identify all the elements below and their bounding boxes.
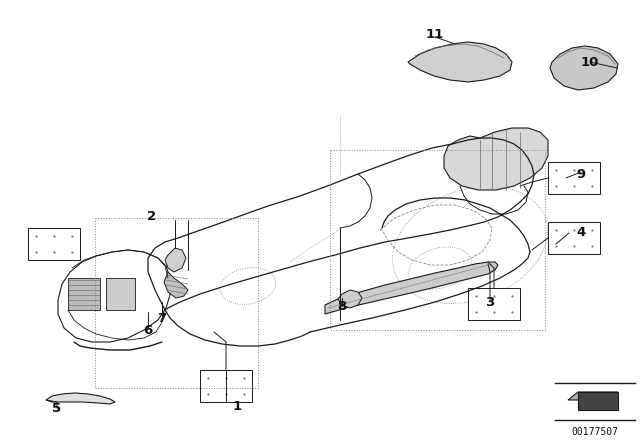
Text: 11: 11 bbox=[426, 29, 444, 42]
Polygon shape bbox=[106, 278, 135, 310]
Text: 3: 3 bbox=[485, 296, 495, 309]
Polygon shape bbox=[550, 46, 618, 90]
Polygon shape bbox=[325, 262, 498, 314]
Bar bbox=[28, 228, 80, 260]
Text: 7: 7 bbox=[157, 311, 166, 324]
Text: 6: 6 bbox=[143, 323, 152, 336]
Text: 9: 9 bbox=[577, 168, 586, 181]
Polygon shape bbox=[58, 250, 170, 342]
Text: 1: 1 bbox=[232, 401, 241, 414]
Polygon shape bbox=[444, 128, 548, 190]
Text: 8: 8 bbox=[337, 300, 347, 313]
Bar bbox=[200, 370, 252, 402]
Text: 5: 5 bbox=[52, 401, 61, 414]
Text: 2: 2 bbox=[147, 211, 157, 224]
Polygon shape bbox=[408, 42, 512, 82]
Text: 10: 10 bbox=[581, 56, 599, 69]
Text: 00177507: 00177507 bbox=[572, 427, 618, 437]
Polygon shape bbox=[578, 392, 618, 410]
Polygon shape bbox=[68, 278, 100, 310]
Polygon shape bbox=[338, 290, 362, 308]
Text: 4: 4 bbox=[577, 227, 586, 240]
Bar bbox=[468, 288, 520, 320]
Polygon shape bbox=[568, 392, 618, 400]
Polygon shape bbox=[165, 248, 186, 272]
Bar bbox=[548, 162, 600, 194]
Bar bbox=[548, 222, 600, 254]
Polygon shape bbox=[46, 393, 115, 404]
Polygon shape bbox=[164, 272, 188, 298]
